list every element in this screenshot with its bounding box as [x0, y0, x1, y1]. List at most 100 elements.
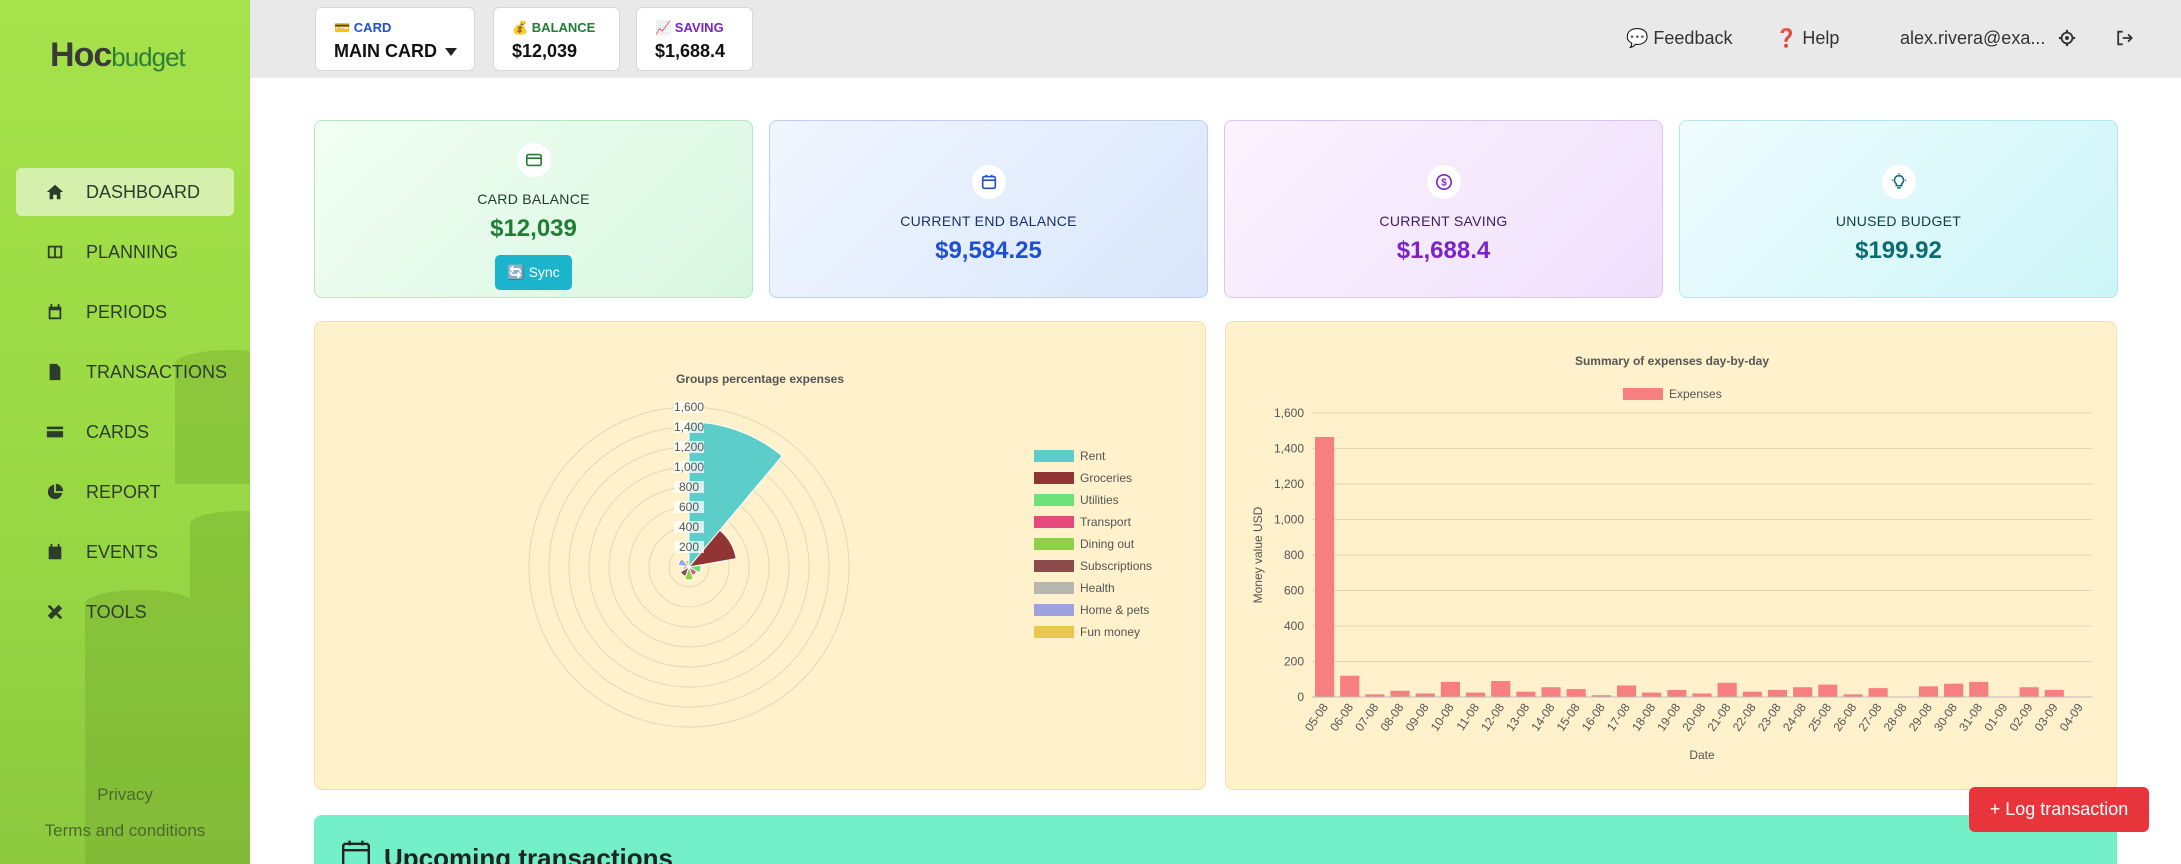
terms-link[interactable]: Terms and conditions	[44, 821, 206, 840]
bar	[1390, 690, 1410, 697]
saving-icon-wrap: $	[1426, 165, 1461, 199]
sidebar-item-dashboard[interactable]: DASHBOARD	[16, 168, 234, 216]
top-bar: 💳 CARD MAIN CARD 💰 BALANCE $12,039 📈 SAV…	[250, 0, 2181, 78]
polar-slice-fun-money	[683, 559, 690, 569]
legend-item: Rent	[1080, 449, 1106, 463]
x-tick-label: 26-08	[1830, 700, 1859, 733]
gear-icon[interactable]	[2058, 29, 2076, 47]
legend-item: Health	[1080, 581, 1115, 595]
bar	[1415, 693, 1435, 697]
saving-label: 📈 SAVING	[655, 20, 724, 35]
sidebar-item-cards[interactable]: CARDS	[16, 408, 234, 456]
polar-tick-label: 1,400	[674, 420, 704, 434]
svg-text:$: $	[1441, 178, 1447, 189]
end-balance-value: $9,584.25	[935, 237, 1042, 264]
tools-icon	[47, 604, 63, 620]
y-axis-label: Money value USD	[1251, 506, 1265, 603]
polar-tick-label: 1,000	[674, 460, 704, 474]
sidebar-item-label: REPORT	[86, 481, 161, 502]
legend-item: Utilities	[1080, 493, 1119, 507]
x-tick-label: 22-08	[1730, 700, 1759, 733]
legend-item: Fun money	[1080, 625, 1140, 639]
x-tick-label: 05-08	[1302, 700, 1331, 733]
polar-tick-label: 800	[679, 480, 699, 494]
bar-chart-title: Summary of expenses day-by-day	[1575, 354, 1769, 368]
polar-tick-backdrop	[674, 401, 704, 413]
x-tick-label: 21-08	[1705, 700, 1734, 733]
bar	[1465, 692, 1486, 697]
card-balance-title: CARD BALANCE	[477, 191, 590, 207]
bar	[1918, 686, 1939, 697]
y-tick-label: 200	[1284, 655, 1304, 669]
polar-tick-label: 200	[679, 540, 699, 554]
bar	[2044, 689, 2064, 697]
x-tick-label: 28-08	[1881, 700, 1910, 733]
bar	[1616, 685, 1637, 697]
card-selector[interactable]: 💳 CARD MAIN CARD	[315, 7, 475, 71]
card-balance-value: $12,039	[490, 215, 577, 242]
credit-card-icon	[525, 153, 542, 167]
bar	[1642, 692, 1662, 697]
saving-value: $1,688.4	[1396, 237, 1491, 264]
balance-pill: 💰 BALANCE $12,039	[493, 7, 620, 71]
x-tick-label: 29-08	[1906, 700, 1935, 733]
logout-icon[interactable]	[2115, 29, 2134, 47]
log-transaction-button[interactable]: + Log transaction	[1969, 787, 2149, 832]
sidebar-item-label: TRANSACTIONS	[86, 361, 228, 382]
legend-swatch	[1034, 538, 1074, 550]
logo[interactable]: Hocbudget	[50, 36, 186, 74]
bar	[1767, 689, 1788, 697]
bar	[1491, 681, 1511, 697]
bar	[1868, 688, 1888, 697]
bar	[1541, 687, 1561, 697]
groups-expenses-panel: Groups percentage expenses 1,600 1,400 1,20…	[314, 321, 1206, 790]
user-email[interactable]: alex.rivera@exa...	[1900, 28, 2046, 48]
sidebar-item-tools[interactable]: TOOLS	[16, 588, 234, 636]
polar-tick-backdrop	[674, 421, 704, 433]
card-label: 💳 CARD	[334, 20, 392, 35]
unused-budget-title: UNUSED BUDGET	[1835, 213, 1962, 229]
x-tick-label: 06-08	[1327, 700, 1356, 733]
bar	[1667, 689, 1687, 697]
polar-tick-backdrop	[674, 441, 704, 453]
bar	[1717, 682, 1737, 697]
x-tick-label: 13-08	[1503, 700, 1532, 733]
help-link[interactable]: ❓ Help	[1775, 28, 1840, 48]
saving-title: CURRENT SAVING	[1379, 213, 1508, 229]
bar	[1340, 675, 1360, 697]
bar	[1315, 436, 1335, 697]
file-invoice-icon	[49, 363, 61, 381]
legend-item: Dining out	[1080, 537, 1135, 551]
x-tick-label: 27-08	[1856, 700, 1885, 733]
balance-label: 💰 BALANCE	[512, 20, 596, 35]
feedback-link[interactable]: 💬 Feedback	[1626, 28, 1733, 48]
sidebar-item-report[interactable]: REPORT	[16, 468, 234, 516]
bar	[1692, 693, 1712, 697]
bar	[1742, 691, 1762, 697]
sidebar-item-periods[interactable]: PERIODS	[16, 288, 234, 336]
sidebar-item-events[interactable]: EVENTS	[16, 528, 234, 576]
sidebar-item-planning[interactable]: PLANNING	[16, 228, 234, 276]
sidebar-item-label: PLANNING	[86, 241, 179, 262]
polar-slice-utilities	[687, 564, 702, 574]
sidebar-nav: DASHBOARD PLANNING PERIODS TRANSACTIONS …	[16, 168, 234, 648]
x-tick-label: 31-08	[1956, 700, 1985, 733]
polar-tick-label: 400	[679, 520, 699, 534]
bar	[2019, 687, 2039, 697]
calendar-check-icon	[48, 543, 62, 560]
polar-tick-label: 600	[679, 500, 699, 514]
polar-tick-label: 1,600	[674, 400, 704, 414]
sidebar-item-transactions[interactable]: TRANSACTIONS	[16, 348, 234, 396]
polar-slice-dining-out	[683, 565, 695, 581]
sidebar-item-label: DASHBOARD	[86, 181, 201, 202]
sync-button[interactable]: 🔄 Sync	[495, 255, 572, 290]
legend-item: Transport	[1080, 515, 1132, 529]
calendar-icon	[981, 174, 996, 190]
daily-expenses-chart: Summary of expenses day-by-dayExpenses02…	[1251, 354, 2092, 762]
card-value: MAIN CARD	[334, 41, 437, 61]
polar-slice-subscriptions	[679, 565, 690, 578]
privacy-link[interactable]: Privacy	[97, 785, 153, 804]
x-tick-label: 14-08	[1528, 700, 1557, 733]
polar-tick-backdrop	[674, 481, 704, 493]
bar	[1591, 695, 1611, 697]
